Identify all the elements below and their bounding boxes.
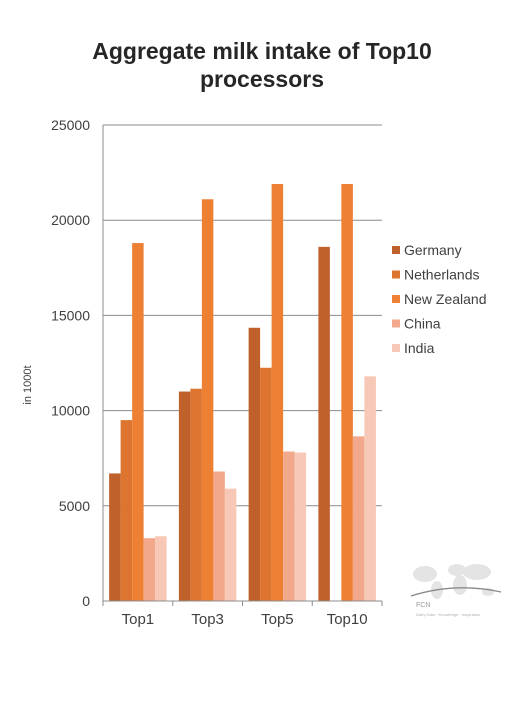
bar [143,538,156,601]
legend-swatch [392,344,400,352]
bar [318,246,330,601]
x-tick-label: Top1 [122,611,155,628]
legend-label: China [404,316,441,332]
legend-label: New Zealand [404,291,487,307]
legend-swatch [392,270,400,279]
bar [155,536,167,601]
bar [248,327,261,601]
bar [120,420,133,601]
y-tick-label: 10000 [51,403,90,419]
bar [109,473,121,601]
bar [364,376,376,601]
y-tick-label: 5000 [59,498,90,514]
y-tick-label: 0 [82,593,90,609]
legend-swatch [392,295,400,303]
legend-label: India [404,340,435,356]
bar [271,184,284,602]
bar [352,436,365,601]
chart-title-line-2: processors [199,66,324,92]
y-tick-label: 25000 [51,117,90,133]
legend: Germany Netherlands New Zealand China India [392,242,487,356]
legend-swatch [392,319,400,328]
x-tick-label: Top5 [261,611,294,628]
y-tick-label: 20000 [51,212,90,228]
legend-swatch [392,246,400,254]
bar [283,451,295,601]
bar [341,184,353,602]
bars [109,184,376,602]
bar [178,391,191,601]
logo-name: FCN [416,602,431,609]
chart-title: Aggregate milk intake of Top10 processor… [0,37,524,93]
logo-tagline: Dairy Data · Knowledge · Inspiration [416,612,481,617]
bar [190,388,202,601]
x-tick-label: Top10 [327,611,368,628]
bar [224,488,237,601]
bar [294,452,307,601]
gridlines [103,124,382,507]
bar [213,471,225,601]
y-tick-label: 15000 [51,307,90,323]
bar [201,199,214,602]
chart-title-line-1: Aggregate milk intake of Top10 [92,38,432,64]
bar [260,367,272,601]
legend-label: Netherlands [404,267,480,283]
legend-label: Germany [404,242,462,258]
bar [132,243,144,601]
y-axis-label: in 1000t [22,365,34,404]
x-tick-label: Top3 [191,611,224,628]
world-map-icon [410,564,502,599]
axes: 0 5000 10000 15000 20000 25000 Top1 Top3 Top5 Top… [51,117,383,628]
